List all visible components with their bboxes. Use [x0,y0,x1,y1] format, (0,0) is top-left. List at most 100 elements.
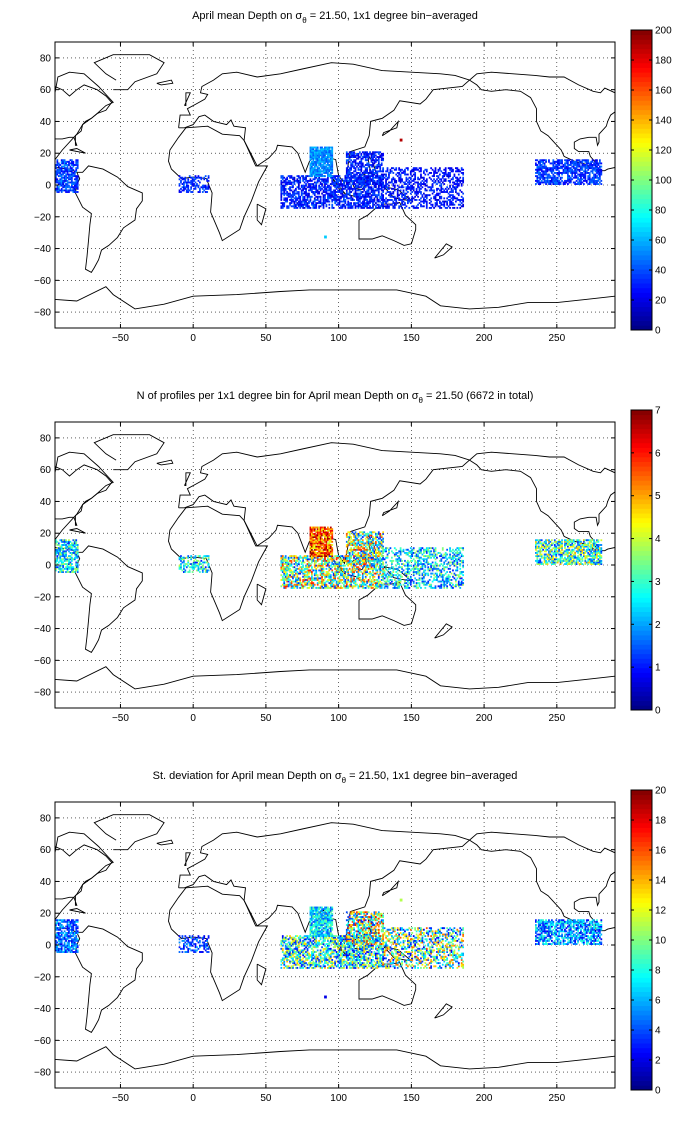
data-cell [367,178,370,181]
data-cell [535,168,537,171]
data-cell [597,168,600,171]
data-cell [324,536,326,538]
data-cell [324,170,326,173]
data-cell [537,176,540,179]
data-cell [593,175,595,178]
data-cell [311,547,313,550]
data-cell [344,176,347,179]
data-cell [335,564,338,567]
data-cell [183,181,185,184]
data-cell [379,567,382,570]
data-cell [318,176,321,179]
data-cell [348,583,351,586]
data-cell [290,575,293,578]
data-cell [379,175,382,178]
data-cell [62,563,65,565]
data-cell [281,178,284,181]
data-cell [375,195,377,198]
data-cell [69,555,72,558]
data-cell [375,151,377,154]
data-cell [345,160,348,163]
data-cell [357,162,360,165]
data-cell [328,160,331,163]
data-cell [441,171,444,174]
data-cell [599,173,601,176]
colorbar-band [631,86,652,92]
data-cell [360,191,363,193]
data-cell [351,189,354,192]
data-cell [280,579,283,581]
data-cell [68,555,70,558]
data-cell [319,200,322,203]
data-cell [424,179,427,182]
data-cell [363,572,366,575]
data-cell [380,154,383,157]
data-cells [55,526,603,589]
data-cell [329,176,332,179]
data-cell [59,558,62,561]
data-cell [405,167,408,170]
colorbar-band [631,259,652,265]
data-cell [318,542,321,545]
data-cell [73,170,76,173]
data-cell [366,189,369,192]
data-cell [361,173,364,176]
data-cell [351,542,354,545]
data-cell [366,206,369,209]
data-cell [351,551,354,554]
data-cell [376,585,379,588]
data-cell [337,181,339,184]
data-cell [377,183,380,185]
data-cell [280,197,283,200]
data-cell [76,563,79,565]
data-cell [345,191,348,193]
data-cell [324,156,326,158]
data-cell [581,168,584,171]
data-cell [308,561,310,564]
data-cell [199,571,201,573]
data-cell [344,579,347,581]
data-cell [309,171,312,174]
data-cell [322,529,325,532]
data-cell [360,173,363,176]
data-cell [280,567,283,570]
data-cell [395,168,398,171]
data-cell [359,567,361,570]
data-cell [197,567,200,570]
data-cell [548,183,550,185]
data-cell [343,569,345,572]
data-cell [324,529,326,532]
data-cell [437,181,440,184]
data-cell [76,545,79,548]
data-cell [457,203,460,206]
data-cell [353,154,355,157]
data-cell [315,542,318,545]
data-cell [297,175,300,178]
data-cell [542,178,545,181]
data-cell [580,171,582,174]
data-cell [204,186,207,189]
data-cell [370,585,373,588]
data-cell [62,184,65,187]
data-cell [57,183,60,185]
data-cell [62,550,65,553]
data-cell [354,555,357,558]
data-cell [60,540,63,543]
data-cell [280,195,283,198]
data-cell [405,205,408,208]
data-cell [375,572,377,575]
data-cell [361,583,364,586]
data-cell [459,181,462,184]
data-cell [290,189,293,192]
data-cell [324,199,326,201]
data-cell [66,167,69,170]
data-cell [565,171,568,174]
data-cell [286,192,289,195]
data-cell [360,165,363,168]
data-cell [364,154,367,157]
data-cell [412,170,415,173]
data-cell [343,556,345,559]
data-cell [455,187,457,190]
data-cell [348,192,351,195]
data-cell [354,580,357,583]
